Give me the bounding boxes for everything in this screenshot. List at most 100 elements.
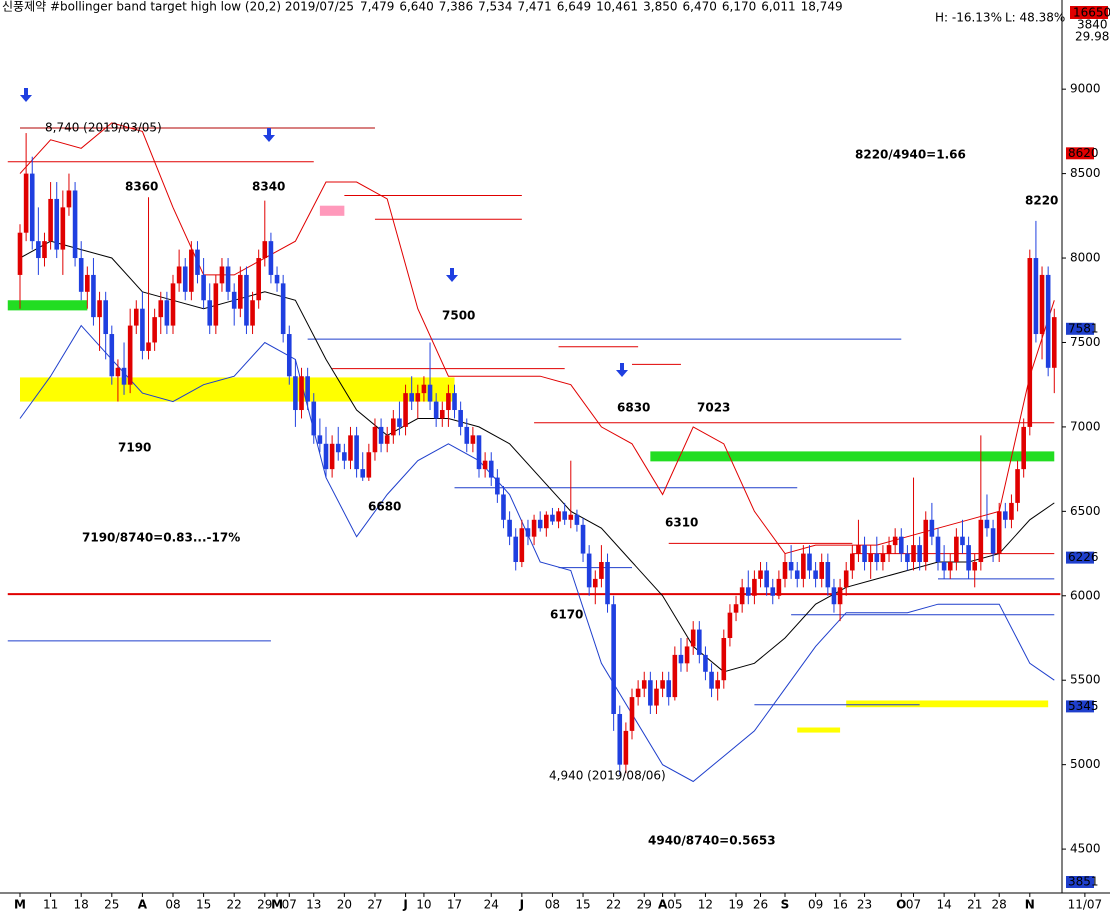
candle-body [109, 334, 115, 377]
candle-body [611, 604, 616, 714]
candle-body [1051, 317, 1057, 368]
x-tick-label: 10 [416, 898, 431, 912]
candle-body [42, 241, 47, 259]
price-marker-label: 5345 [1068, 699, 1099, 713]
candle-body [1021, 426, 1026, 470]
y-tick-label: 9000 [1070, 82, 1101, 96]
header-value: 6,649 [557, 0, 591, 14]
price-marker [1066, 700, 1094, 713]
candle-body [868, 553, 873, 563]
candle-body [133, 308, 139, 326]
x-tick-label: 16 [832, 898, 847, 912]
candle-body [140, 308, 145, 351]
candle-body [635, 688, 641, 698]
x-tick-label: 05 [667, 898, 682, 912]
candle-body [966, 545, 971, 571]
header-value: 7,479 [360, 0, 394, 14]
candle-body [972, 562, 978, 571]
corner-text: 3840 [1077, 18, 1108, 32]
candle-body [78, 258, 84, 292]
x-tick-label: 17 [447, 898, 462, 912]
candle-body [391, 418, 396, 436]
candle-body [623, 730, 629, 765]
annotation: 4,940 (2019/08/06) [549, 769, 666, 783]
x-tick-label: 24 [484, 898, 499, 912]
candle-body [856, 545, 861, 554]
candle-body [752, 578, 757, 596]
candle-body [660, 680, 665, 689]
candle-body [219, 266, 225, 284]
candle-body [690, 629, 696, 647]
candle-body [366, 452, 372, 478]
candle-body [256, 258, 261, 301]
x-tick-label: 11/07 [1068, 898, 1103, 912]
candle-body [274, 274, 280, 284]
candle-body [372, 426, 378, 453]
candle-body [592, 578, 598, 588]
candle-body [531, 519, 537, 537]
candle-body [776, 578, 782, 596]
candle-body [758, 570, 763, 579]
candle-body [672, 654, 678, 698]
x-tick-label: 07 [906, 898, 921, 912]
y-tick-label: 8500 [1070, 166, 1101, 180]
candle-body [476, 435, 482, 470]
annotation: 7500 [442, 309, 475, 323]
candle-body [152, 317, 157, 343]
corner-text: H: -16.13% [935, 11, 1002, 25]
target-zone [650, 451, 1055, 462]
annotation: 8220/4940=1.66 [855, 148, 966, 162]
candle-body [317, 435, 323, 444]
bollinger-band [19, 324, 1055, 783]
candle-body [354, 435, 359, 470]
header-value: 7,471 [517, 0, 551, 14]
header-value: 6,470 [683, 0, 717, 14]
candle-body [574, 514, 580, 525]
x-tick-label: 29 [257, 898, 272, 912]
candle-body [1015, 469, 1020, 503]
candle-body [862, 545, 867, 563]
x-tick-label: 12 [698, 898, 713, 912]
candle-body [648, 680, 653, 706]
candle-body [629, 697, 635, 731]
candle-body [250, 300, 255, 326]
header-value: 7,386 [439, 0, 473, 14]
candle-body [641, 680, 647, 689]
x-tick-label: 28 [992, 898, 1007, 912]
annotation: 7190/8740=0.83...-17% [82, 531, 240, 545]
candle-body [482, 460, 488, 470]
candle-body [452, 393, 457, 411]
candle-body [733, 604, 739, 613]
candle-body [29, 173, 35, 242]
candle-body [941, 562, 947, 571]
header-value: 6,170 [722, 0, 756, 14]
candle-body [207, 300, 213, 326]
candle-body [550, 514, 555, 522]
candle-body [556, 511, 561, 522]
candle-body [409, 393, 414, 402]
annotation: 7190 [118, 441, 151, 455]
candle-body [384, 435, 390, 444]
annotation: 7023 [697, 401, 730, 415]
price-marker-label: 7581 [1068, 321, 1099, 335]
x-tick-label: 26 [753, 898, 768, 912]
x-tick-label: 23 [857, 898, 872, 912]
x-tick-label: J [402, 898, 407, 912]
x-tick-label: 15 [196, 898, 211, 912]
candle-body [586, 553, 592, 588]
x-tick-label: A [658, 898, 668, 912]
corner-text: 16650 [1073, 6, 1110, 20]
price-box [1070, 6, 1108, 19]
candle-body [721, 638, 727, 681]
candle-body [745, 587, 751, 596]
candle-body [813, 570, 818, 579]
candle-body [996, 511, 1002, 554]
x-tick-label: A [138, 898, 148, 912]
candle-body [397, 418, 402, 427]
candle-body [935, 536, 941, 563]
candle-body [788, 562, 794, 571]
candle-body [898, 536, 904, 554]
x-tick-label: J [519, 898, 524, 912]
candle-body [403, 393, 408, 427]
price-marker [1066, 322, 1094, 335]
